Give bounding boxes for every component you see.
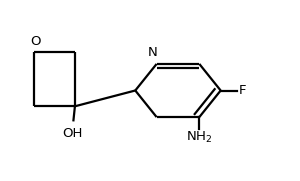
- Text: F: F: [238, 84, 246, 97]
- Text: O: O: [30, 35, 40, 48]
- Text: OH: OH: [62, 127, 82, 140]
- Text: NH$_2$: NH$_2$: [186, 130, 212, 145]
- Text: N: N: [147, 46, 157, 59]
